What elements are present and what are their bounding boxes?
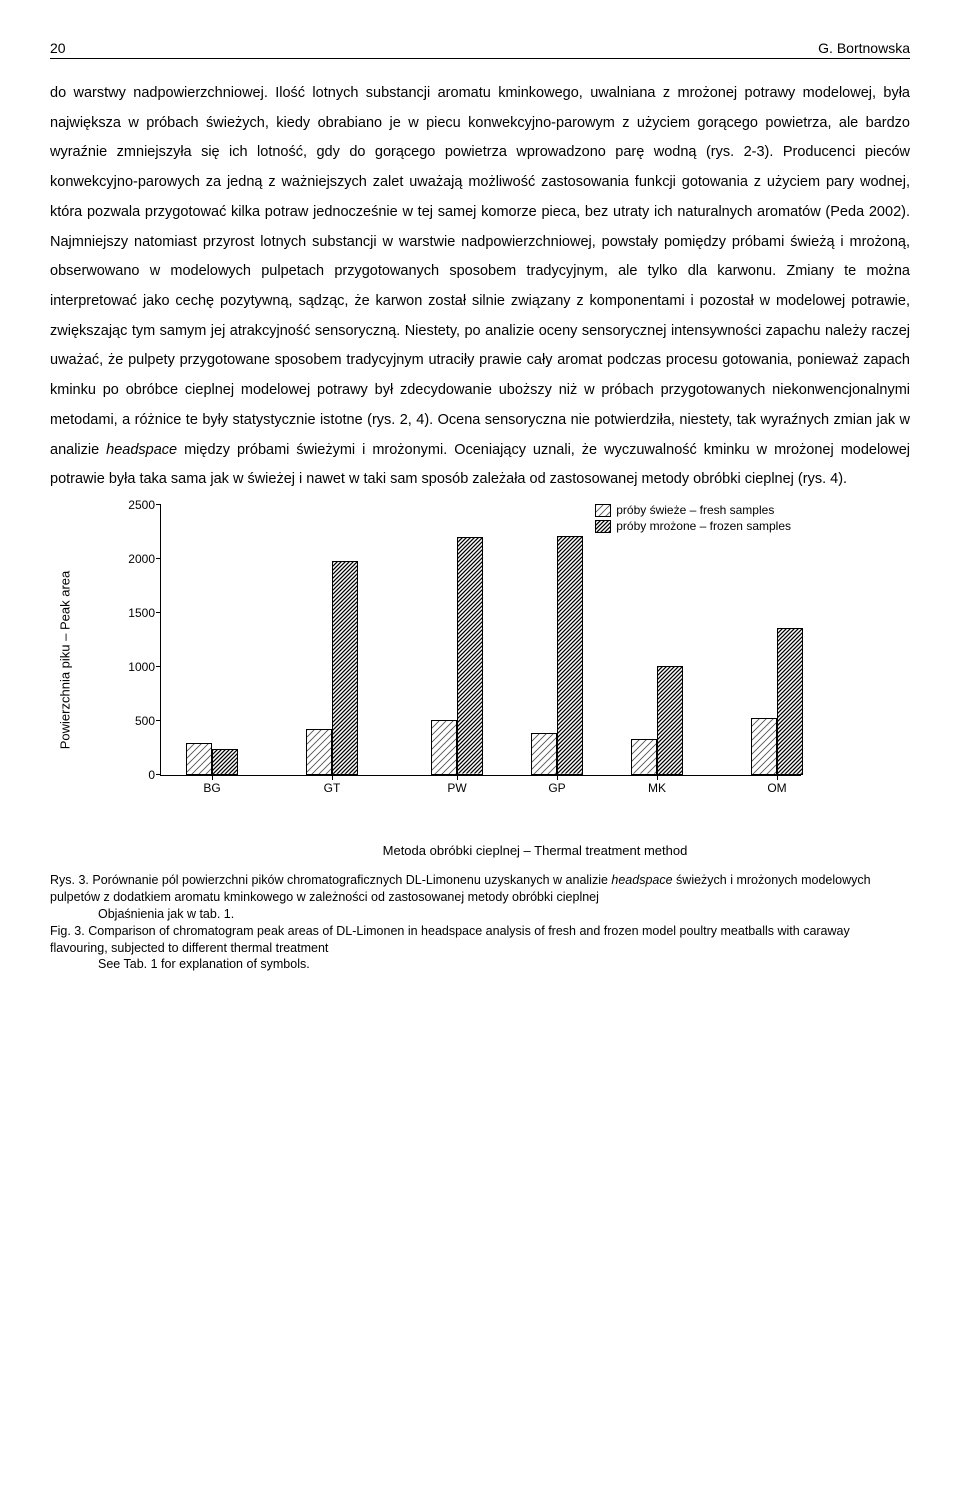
legend-label-frozen: próby mrożone – frozen samples: [616, 519, 791, 533]
bar: [751, 718, 777, 775]
y-tick-mark: [156, 504, 161, 505]
caption-rys-note: Objaśnienia jak w tab. 1.: [50, 906, 910, 923]
chart-container: Powierzchnia piku – Peak area próby świe…: [110, 505, 910, 858]
figure-caption: Rys. 3. Porównanie pól powierzchni pików…: [50, 872, 910, 973]
x-tick-mark: [777, 775, 778, 780]
y-tick-label: 1000: [128, 660, 161, 674]
y-tick-mark: [156, 558, 161, 559]
bar: [306, 729, 332, 775]
caption-rys: Rys. 3. Porównanie pól powierzchni pików…: [50, 872, 910, 906]
bar: [631, 739, 657, 775]
caption-fig: Fig. 3. Comparison of chromatogram peak …: [50, 923, 910, 957]
legend-item-fresh: próby świeże – fresh samples: [595, 503, 791, 517]
caption-rys-label: Rys. 3.: [50, 873, 89, 887]
caption-rys-text: Porównanie pól powierzchni pików chromat…: [50, 873, 871, 904]
y-tick-mark: [156, 612, 161, 613]
bar-chart: Powierzchnia piku – Peak area próby świe…: [110, 505, 810, 815]
x-tick-mark: [557, 775, 558, 780]
author-name: G. Bortnowska: [818, 40, 910, 56]
y-tick-label: 1500: [128, 606, 161, 620]
y-tick-mark: [156, 774, 161, 775]
y-tick-mark: [156, 720, 161, 721]
x-tick-mark: [657, 775, 658, 780]
y-tick-mark: [156, 666, 161, 667]
x-axis-label: Metoda obróbki cieplnej – Thermal treatm…: [160, 843, 910, 858]
caption-fig-label: Fig. 3.: [50, 924, 85, 938]
y-tick-label: 2000: [128, 552, 161, 566]
y-tick-label: 0: [148, 768, 161, 782]
x-tick-mark: [332, 775, 333, 780]
bar: [186, 743, 212, 775]
x-tick-mark: [457, 775, 458, 780]
caption-fig-note: See Tab. 1 for explanation of symbols.: [50, 956, 910, 973]
chart-legend: próby świeże – fresh samples próby mrożo…: [595, 503, 791, 535]
legend-swatch-fresh: [595, 504, 611, 517]
bar: [457, 537, 483, 775]
bar: [212, 749, 238, 775]
legend-label-fresh: próby świeże – fresh samples: [616, 503, 774, 517]
bar: [777, 628, 803, 775]
bar: [431, 720, 457, 775]
body-paragraph: do warstwy nadpowierzchniowej. Ilość lot…: [50, 79, 910, 495]
legend-swatch-frozen: [595, 520, 611, 533]
bar: [557, 536, 583, 775]
plot-area: próby świeże – fresh samples próby mrożo…: [160, 505, 801, 776]
bar: [332, 561, 358, 775]
y-tick-label: 500: [135, 714, 161, 728]
bar: [657, 666, 683, 775]
x-tick-mark: [212, 775, 213, 780]
legend-item-frozen: próby mrożone – frozen samples: [595, 519, 791, 533]
y-tick-label: 2500: [128, 498, 161, 512]
caption-fig-text: Comparison of chromatogram peak areas of…: [50, 924, 850, 955]
y-axis-label: Powierzchnia piku – Peak area: [58, 571, 73, 750]
page-number: 20: [50, 40, 66, 56]
bar: [531, 733, 557, 775]
page-header: 20 G. Bortnowska: [50, 40, 910, 59]
